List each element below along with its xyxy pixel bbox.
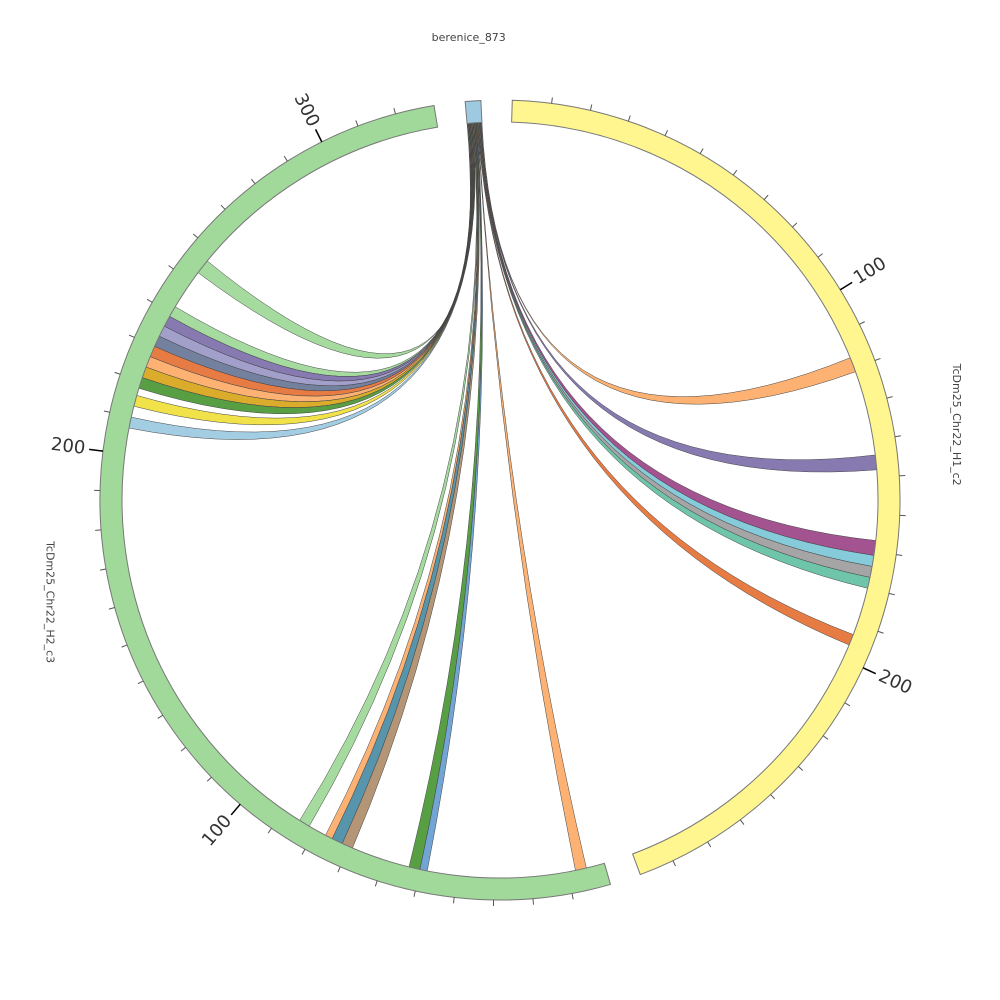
major-tick (230, 803, 241, 816)
minor-tick (707, 841, 712, 848)
minor-tick (374, 880, 378, 887)
minor-tick (100, 568, 107, 571)
minor-tick (108, 607, 115, 610)
minor-tick (822, 735, 829, 740)
segment (511, 99, 901, 876)
minor-tick (453, 897, 455, 904)
minor-tick (551, 97, 553, 104)
minor-tick (192, 233, 199, 239)
minor-tick (168, 265, 174, 270)
minor-tick (699, 148, 704, 154)
minor-tick (739, 819, 745, 825)
segment-name: TcDm25_Chr22_H2_c3 (43, 540, 56, 663)
segment-name: berenice_873 (432, 31, 506, 44)
minor-tick (337, 866, 341, 873)
minor-tick (770, 794, 776, 800)
minor-tick (859, 321, 865, 325)
minor-tick (206, 776, 212, 782)
major-tick (314, 129, 323, 143)
minor-tick (589, 104, 593, 111)
tick-label: 200 (875, 665, 915, 698)
link (480, 122, 878, 473)
minor-tick (844, 702, 851, 707)
major-tick (862, 667, 877, 675)
minor-tick (874, 357, 881, 361)
tick-label: 100 (850, 253, 890, 289)
link (476, 122, 587, 871)
minor-tick (896, 554, 903, 556)
minor-tick (877, 630, 884, 634)
links (128, 122, 878, 872)
tick-label: 100 (198, 811, 236, 851)
minor-tick (128, 334, 135, 338)
minor-tick (672, 860, 677, 867)
minor-tick (817, 253, 823, 258)
minor-tick (571, 893, 574, 900)
segment-name: TcDm25_Chr22_H1_c2 (950, 363, 963, 486)
tick-label: 200 (50, 434, 87, 459)
minor-tick (763, 194, 769, 200)
minor-tick (393, 107, 396, 115)
minor-tick (798, 766, 804, 771)
minor-tick (121, 644, 128, 648)
minor-tick (157, 714, 164, 719)
minor-tick (146, 298, 153, 303)
minor-tick (250, 178, 256, 185)
major-tick (839, 281, 853, 291)
minor-tick (664, 129, 668, 136)
minor-tick (413, 890, 416, 897)
minor-tick (355, 120, 359, 127)
minor-tick (886, 396, 893, 399)
minor-tick (792, 222, 798, 228)
segment (99, 104, 612, 901)
tick-label: 300 (290, 90, 324, 130)
segment (464, 99, 483, 124)
minor-tick (627, 115, 631, 122)
minor-tick (267, 828, 272, 834)
minor-tick (137, 680, 144, 685)
major-tick (89, 448, 104, 452)
minor-tick (301, 848, 306, 855)
link (341, 122, 480, 849)
minor-tick (888, 592, 895, 596)
minor-tick (180, 746, 186, 752)
link (478, 122, 871, 589)
minor-tick (283, 155, 288, 162)
minor-tick (220, 204, 226, 210)
minor-tick (103, 410, 110, 413)
minor-tick (732, 169, 738, 176)
minor-tick (114, 371, 121, 375)
minor-tick (894, 435, 901, 438)
